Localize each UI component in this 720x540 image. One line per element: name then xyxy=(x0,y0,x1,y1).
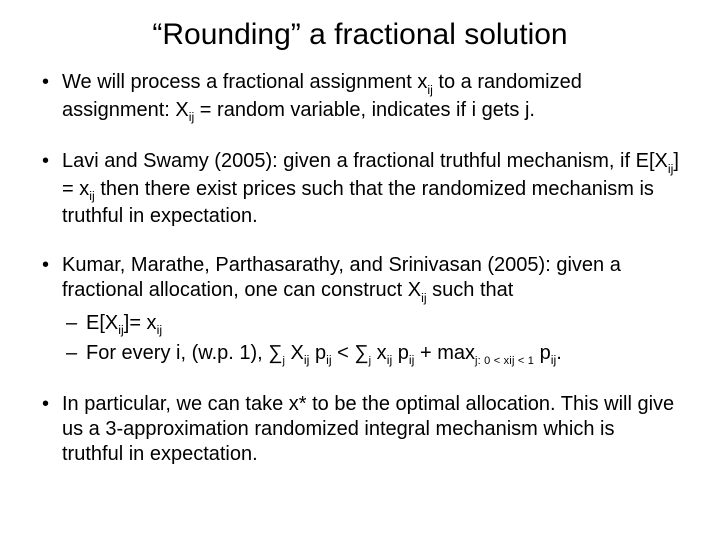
text: = random variable, indicates if i gets j… xyxy=(194,99,535,121)
text: In particular, we can take x* to be the … xyxy=(62,393,674,465)
text: x xyxy=(371,342,387,364)
text: Kumar, Marathe, Parthasarathy, and Srini… xyxy=(62,254,621,301)
bullet-2: Lavi and Swamy (2005): given a fractiona… xyxy=(40,149,680,229)
subscript: ij xyxy=(427,83,433,97)
text: . xyxy=(556,342,562,364)
subscript: ij xyxy=(304,353,310,367)
text: p xyxy=(309,342,326,364)
text: + max xyxy=(414,342,475,364)
subscript: j xyxy=(283,355,285,367)
text: We will process a fractional assignment … xyxy=(62,71,427,93)
subscript: ij xyxy=(421,291,427,305)
subscript: ij xyxy=(189,110,195,124)
bullet-3: Kumar, Marathe, Parthasarathy, and Srini… xyxy=(40,253,680,368)
text: < xyxy=(332,342,355,364)
slide-title: “Rounding” a fractional solution xyxy=(40,18,680,52)
bullet-4: In particular, we can take x* to be the … xyxy=(40,392,680,467)
sigma-icon: ∑ xyxy=(268,342,282,364)
subscript: ij xyxy=(551,353,557,367)
subscript: ij xyxy=(668,162,674,176)
text: p xyxy=(392,342,409,364)
subscript: ij xyxy=(157,323,163,337)
sub-bullet-2: For every i, (w.p. 1), ∑j Xij pij < ∑j x… xyxy=(62,340,680,368)
bullet-1: We will process a fractional assignment … xyxy=(40,70,680,125)
text: then there exist prices such that the ra… xyxy=(62,178,654,228)
text: ]= x xyxy=(124,312,157,334)
text: p xyxy=(534,342,551,364)
subscript: ij xyxy=(326,353,332,367)
subscript: j xyxy=(369,355,371,367)
sigma-icon: ∑ xyxy=(354,342,368,364)
subscript: ij xyxy=(118,323,124,337)
sub-list: E[Xij]= xij For every i, (w.p. 1), ∑j Xi… xyxy=(62,310,680,368)
subscript-condition: j: 0 < xij < 1 xyxy=(475,355,534,367)
text: such that xyxy=(427,279,514,301)
text: E[X xyxy=(86,312,118,334)
slide: “Rounding” a fractional solution We will… xyxy=(0,0,720,540)
text: Lavi and Swamy (2005): given a fractiona… xyxy=(62,150,668,172)
subscript: ij xyxy=(409,353,415,367)
subscript: ij xyxy=(387,353,393,367)
subscript: ij xyxy=(89,189,95,203)
sub-bullet-1: E[Xij]= xij xyxy=(62,310,680,338)
bullet-list: We will process a fractional assignment … xyxy=(40,70,680,467)
text: For every i, (w.p. 1), xyxy=(86,342,268,364)
text: X xyxy=(285,342,304,364)
